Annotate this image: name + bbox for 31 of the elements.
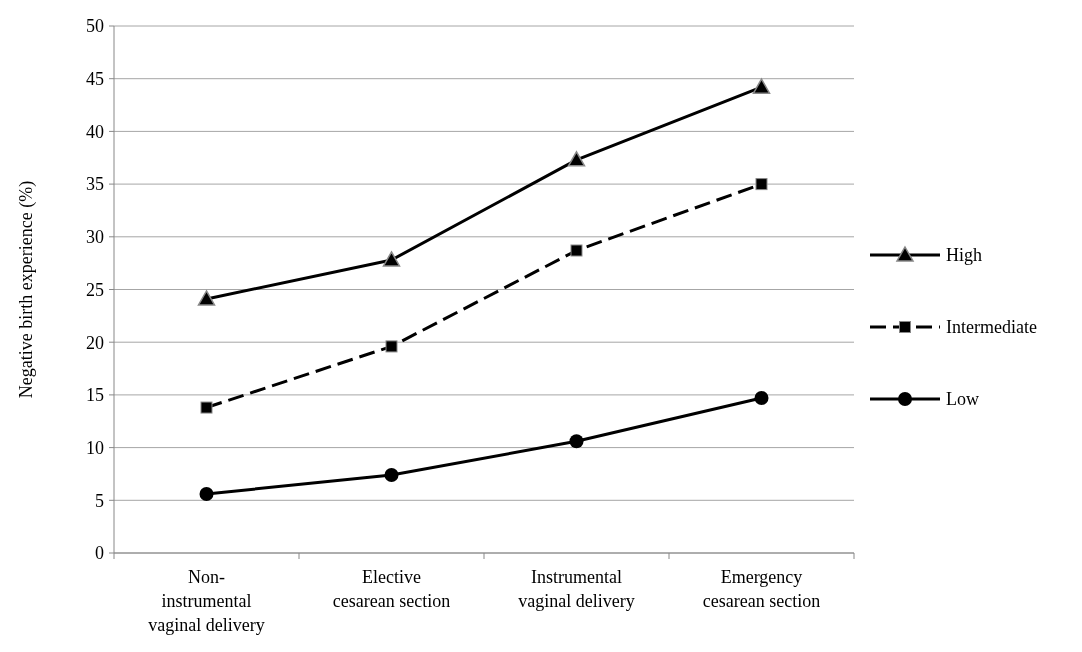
point: [382, 251, 401, 267]
point: [197, 290, 216, 306]
point: [752, 78, 771, 94]
point: [385, 340, 398, 353]
legend-label: High: [946, 245, 982, 266]
y-tick-label: 25: [86, 279, 104, 300]
y-tick-label: 40: [86, 121, 104, 142]
point: [199, 486, 214, 501]
x-tick-label: Instrumental vaginal delivery: [518, 567, 635, 611]
y-tick-label: 35: [86, 174, 104, 195]
point: [570, 244, 583, 257]
x-tick-label: Non- instrumental vaginal delivery: [148, 567, 265, 635]
point: [569, 434, 584, 449]
point: [384, 468, 399, 482]
x-tick-label: Elective cesarean section: [332, 567, 451, 611]
point: [755, 178, 768, 191]
y-tick-label: 5: [95, 490, 104, 511]
y-tick-label: 10: [86, 437, 104, 458]
y-tick-label: 50: [86, 16, 104, 37]
legend-label: Low: [946, 389, 979, 410]
point: [754, 391, 769, 406]
y-axis-title: Negative birth experience (%): [16, 180, 37, 399]
point: [567, 151, 586, 167]
y-tick-label: 15: [86, 385, 104, 406]
point: [200, 401, 213, 414]
y-tick-label: 20: [86, 332, 104, 353]
y-tick-label: 45: [86, 69, 104, 89]
x-tick-label: Emergency cesarean section: [702, 567, 821, 611]
legend-label: Intermediate: [946, 317, 1037, 338]
y-tick-label: 0: [95, 543, 104, 564]
y-tick-label: 30: [86, 227, 104, 248]
